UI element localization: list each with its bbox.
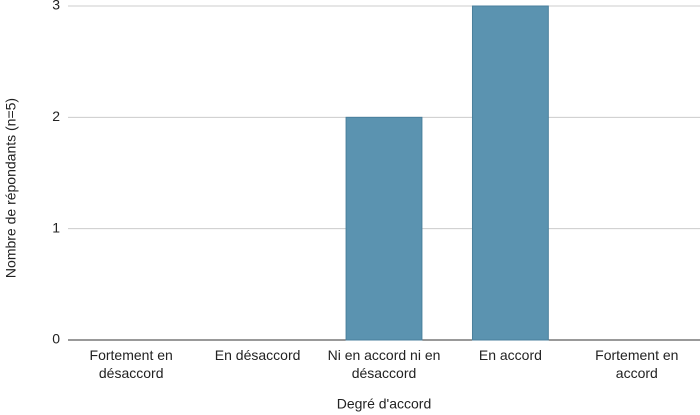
y-tick-label: 1 bbox=[52, 219, 60, 235]
x-tick-label: En désaccord bbox=[214, 347, 301, 363]
bar bbox=[345, 116, 423, 341]
x-tick-label: Fortement en désaccord bbox=[89, 347, 173, 381]
y-axis-title: Nombre de répondants (n=5) bbox=[3, 98, 19, 278]
bar bbox=[471, 5, 549, 341]
x-tick-label: Fortement en accord bbox=[595, 347, 679, 381]
x-axis-title: Degré d'accord bbox=[337, 396, 432, 412]
x-tick-label: En accord bbox=[478, 347, 542, 363]
y-tick-label: 2 bbox=[52, 108, 60, 124]
y-tick-label: 0 bbox=[52, 331, 60, 347]
x-tick-label: Ni en accord ni en désaccord bbox=[327, 347, 441, 381]
y-tick-label: 3 bbox=[52, 0, 60, 13]
